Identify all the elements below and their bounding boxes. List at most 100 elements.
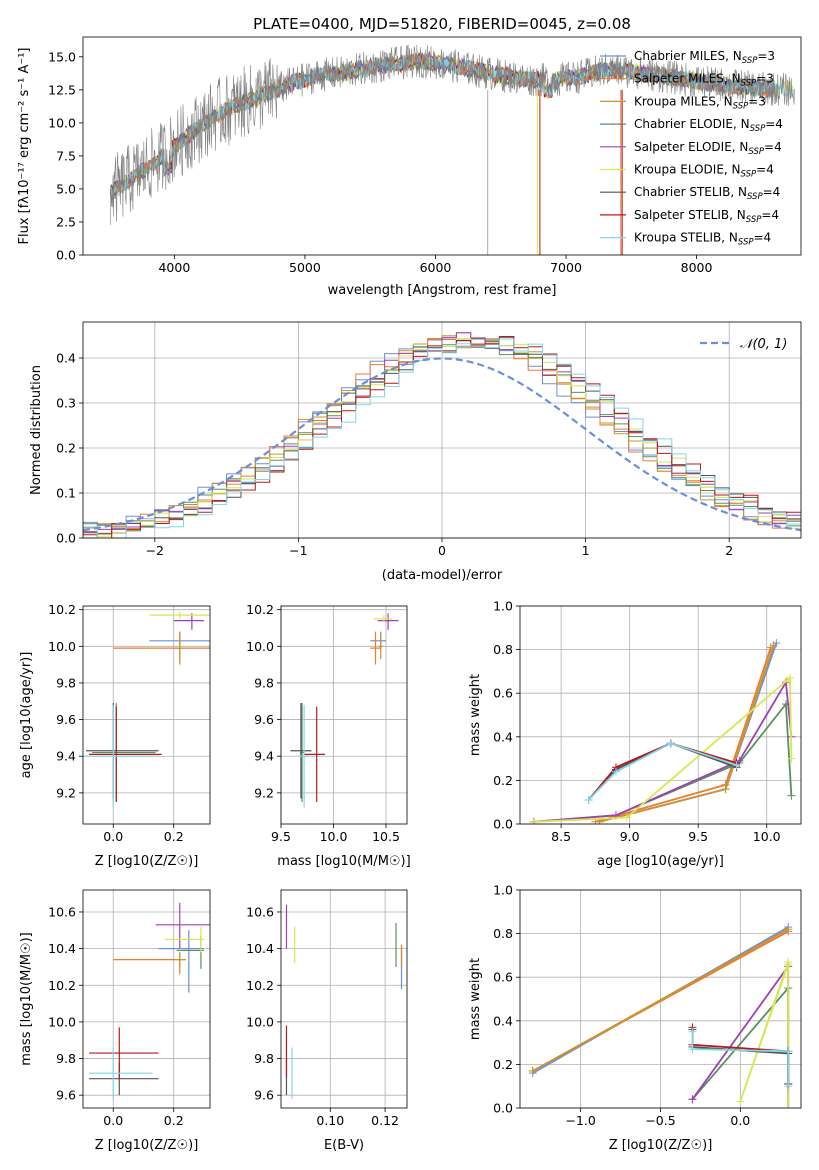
tick-label-y: 15.0: [48, 49, 76, 64]
y-axis-label: age [log10(age/yr)]: [19, 652, 34, 779]
tick-label-y: 10.4: [246, 941, 274, 956]
tick-label-y: 10.0: [246, 639, 274, 654]
tick-label-y: 0.4: [493, 1013, 513, 1028]
tick-label-x: −2: [146, 543, 164, 558]
weight-line: [533, 701, 793, 823]
tick-label-x: −1: [289, 543, 307, 558]
tick-label-y: 10.0: [48, 115, 76, 130]
tick-label-x: 2: [725, 543, 733, 558]
tick-label-y: 10.0: [246, 1014, 274, 1029]
tick-label-y: 9.2: [254, 785, 274, 800]
tick-label-x: 0.0: [730, 1113, 750, 1128]
weight-line: [532, 928, 789, 1072]
tick-label-x: −1.0: [565, 1113, 595, 1128]
tick-label-y: 10.4: [48, 941, 76, 956]
axes-frame: [82, 321, 802, 539]
tick-label-y: 10.2: [246, 978, 274, 993]
tick-label-x: 10.0: [320, 829, 348, 844]
tick-label-x: 0.2: [164, 1113, 184, 1128]
tick-label-x: 9.5: [688, 829, 708, 844]
tick-label-y: 9.6: [254, 712, 274, 727]
weight-line: [691, 1031, 790, 1087]
axes-frame: [82, 36, 802, 256]
plot-area: [83, 332, 801, 538]
tick-label-x: 8.5: [551, 829, 571, 844]
weight-line: [587, 742, 737, 801]
tick-label-x: 0.10: [316, 1113, 344, 1128]
x-axis-label: age [log10(age/yr)]: [597, 854, 724, 869]
y-axis-label: mass [log10(M/M☉)]: [19, 932, 34, 1065]
legend-entry: 𝒩(0, 1): [740, 337, 787, 352]
panel-mass_vs_Z: 0.0 0.2 9.6 9.8 10.0 10.2 10.4 10.6 Z [log10(Z/Z…: [19, 889, 211, 1153]
tick-label-x: 0: [438, 543, 446, 558]
y-axis-label: mass weight: [468, 674, 483, 756]
y-axis-label: mass weight: [468, 958, 483, 1040]
tick-label-y: 5.0: [56, 181, 76, 196]
x-axis-label: (data-model)/error: [382, 568, 503, 583]
tick-label-y: 9.4: [56, 749, 76, 764]
tick-label-y: 0.2: [493, 1057, 513, 1072]
tick-label-y: 10.2: [48, 978, 76, 993]
panel-weight_vs_Z: −1.0 −0.5 0.0 0.0 0.2 0.4 0.6 0.8 1.0 Z [log10(Z/…: [468, 883, 802, 1153]
tick-label-y: 9.6: [254, 1088, 274, 1103]
spectrum-observed-line: [110, 44, 795, 226]
legend-entry: Kroupa ELODIE, NSSP=4: [634, 163, 774, 180]
tick-label-y: 9.8: [56, 1051, 76, 1066]
panel-residuals: −2 −1 0 1 2 0.0 0.1 0.2 0.3 0.4 𝒩(0, 1) (data-model…: [29, 321, 802, 583]
legend-entry: Salpeter STELIB, NSSP=4: [634, 208, 779, 225]
axes-frame: [280, 889, 408, 1109]
tick-label-y: 0.8: [493, 926, 513, 941]
tick-label-y: 0.0: [56, 531, 76, 546]
legend-entry: Kroupa STELIB, NSSP=4: [634, 231, 771, 248]
tick-label-y: 9.6: [56, 1088, 76, 1103]
plot-area: [83, 611, 210, 808]
legend-entry: Kroupa MILES, NSSP=3: [634, 94, 766, 111]
weight-line: [587, 742, 737, 801]
tick-label-y: 7.5: [56, 148, 76, 163]
legend-entry: Chabrier ELODIE, NSSP=4: [634, 117, 783, 134]
x-axis-label: wavelength [Angstrom, rest frame]: [328, 283, 557, 298]
tick-label-x: 5000: [289, 260, 321, 275]
x-axis-label: mass [log10(M/M☉)]: [277, 854, 410, 869]
tick-label-x: 4000: [158, 260, 190, 275]
tick-label-y: 10.2: [48, 602, 76, 617]
tick-label-y: 10.0: [48, 1014, 76, 1029]
tick-label-y: 0.8: [493, 642, 513, 657]
plot-area: [528, 923, 793, 1108]
plot-area: [290, 613, 399, 808]
tick-label-y: 12.5: [48, 82, 76, 97]
panel-weight_vs_age: 8.5 9.0 9.5 10.0 0.0 0.2 0.4 0.6 0.8 1.0 age [log1…: [468, 599, 802, 869]
tick-label-x: 0.0: [103, 829, 123, 844]
weight-line: [739, 961, 790, 1108]
tick-label-y: 9.6: [56, 712, 76, 727]
tick-label-y: 0.2: [493, 773, 513, 788]
legend-entry: Salpeter ELODIE, NSSP=4: [634, 140, 782, 157]
plot-area: [89, 902, 210, 1099]
tick-label-y: 0.0: [493, 817, 513, 832]
tick-label-x: 0.0: [103, 1113, 123, 1128]
axes-frame: [280, 605, 408, 825]
panel-age_vs_Z: 0.0 0.2 9.2 9.4 9.6 9.8 10.0 10.2 Z [log10(Z/Z☉)…: [19, 602, 211, 869]
x-axis-label: Z [log10(Z/Z☉)]: [95, 854, 199, 869]
tick-label-x: 0.12: [371, 1113, 399, 1128]
tick-label-y: 10.6: [246, 904, 274, 919]
tick-label-y: 1.0: [493, 599, 513, 614]
tick-label-x: −0.5: [645, 1113, 675, 1128]
legend-entry: Chabrier MILES, NSSP=3: [634, 49, 775, 66]
tick-label-y: 1.0: [493, 883, 513, 898]
tick-label-x: 6000: [420, 260, 452, 275]
tick-label-x: 9.0: [620, 829, 640, 844]
tick-label-y: 0.2: [56, 441, 76, 456]
tick-label-x: 8000: [681, 260, 713, 275]
normal-reference-curve: [83, 357, 801, 532]
tick-label-y: 0.4: [56, 351, 76, 366]
tick-label-y: 0.4: [493, 729, 513, 744]
axes-frame: [519, 889, 802, 1109]
tick-label-y: 0.6: [493, 970, 513, 985]
axes-frame: [82, 605, 211, 825]
histogram-step: [83, 338, 801, 538]
plot-area: [529, 639, 796, 824]
tick-label-x: 10.5: [372, 829, 400, 844]
tick-label-y: 0.3: [56, 396, 76, 411]
